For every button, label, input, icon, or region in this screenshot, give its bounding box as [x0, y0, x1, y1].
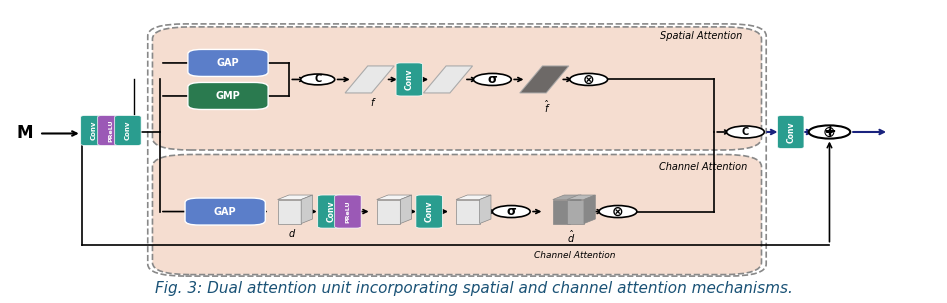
Polygon shape — [567, 195, 596, 200]
Polygon shape — [401, 195, 412, 224]
Polygon shape — [277, 200, 301, 224]
FancyBboxPatch shape — [396, 63, 422, 96]
Text: ⊗: ⊗ — [583, 72, 595, 86]
Text: +: + — [823, 125, 836, 139]
Polygon shape — [553, 200, 570, 224]
Text: Conv: Conv — [327, 201, 335, 222]
Text: Conv: Conv — [125, 121, 131, 140]
Circle shape — [492, 205, 530, 218]
FancyBboxPatch shape — [98, 115, 124, 145]
FancyBboxPatch shape — [115, 115, 141, 145]
Text: PReLU: PReLU — [346, 200, 350, 223]
Polygon shape — [423, 66, 473, 93]
Text: GMP: GMP — [216, 91, 241, 101]
Text: C: C — [742, 127, 749, 137]
Polygon shape — [479, 195, 491, 224]
FancyBboxPatch shape — [317, 195, 344, 228]
Text: C: C — [314, 75, 321, 85]
Text: $\hat{f}$: $\hat{f}$ — [544, 98, 550, 115]
Circle shape — [599, 205, 636, 218]
FancyBboxPatch shape — [80, 115, 107, 145]
Text: Channel Attention: Channel Attention — [659, 162, 747, 172]
Text: Conv: Conv — [404, 69, 414, 90]
Polygon shape — [456, 195, 491, 200]
Polygon shape — [345, 66, 394, 93]
FancyBboxPatch shape — [416, 195, 442, 228]
Text: ⊕: ⊕ — [823, 125, 836, 139]
Text: σ: σ — [507, 205, 516, 218]
Text: M: M — [17, 125, 33, 142]
Text: Conv: Conv — [786, 121, 795, 143]
Circle shape — [301, 74, 334, 85]
FancyBboxPatch shape — [152, 27, 761, 150]
Text: $\hat{d}$: $\hat{d}$ — [566, 229, 575, 245]
Polygon shape — [520, 66, 569, 93]
Text: Channel Attention: Channel Attention — [533, 251, 616, 260]
Circle shape — [809, 125, 850, 138]
Text: Spatial Attention: Spatial Attention — [660, 32, 742, 42]
Text: ⊗: ⊗ — [612, 205, 624, 218]
Polygon shape — [553, 195, 581, 200]
Text: Fig. 3: Dual attention unit incorporating spatial and channel attention mechanis: Fig. 3: Dual attention unit incorporatin… — [154, 281, 793, 296]
Text: f: f — [371, 98, 374, 108]
FancyBboxPatch shape — [188, 49, 268, 76]
Text: Conv: Conv — [424, 201, 434, 222]
Polygon shape — [570, 195, 581, 224]
FancyBboxPatch shape — [777, 115, 804, 148]
FancyBboxPatch shape — [334, 195, 361, 228]
Text: GAP: GAP — [217, 58, 240, 68]
Text: Conv: Conv — [91, 121, 97, 140]
Polygon shape — [584, 195, 596, 224]
FancyBboxPatch shape — [188, 82, 268, 109]
Text: σ: σ — [488, 73, 497, 86]
Polygon shape — [377, 195, 412, 200]
Polygon shape — [377, 200, 401, 224]
Text: GAP: GAP — [214, 207, 237, 217]
Circle shape — [726, 126, 764, 138]
Circle shape — [570, 73, 608, 85]
Text: PReLU: PReLU — [108, 119, 114, 142]
Polygon shape — [456, 200, 479, 224]
Circle shape — [474, 73, 511, 85]
Polygon shape — [301, 195, 313, 224]
Polygon shape — [567, 200, 584, 224]
FancyBboxPatch shape — [185, 198, 265, 225]
Text: d: d — [288, 229, 295, 239]
FancyBboxPatch shape — [152, 155, 761, 275]
Polygon shape — [277, 195, 313, 200]
